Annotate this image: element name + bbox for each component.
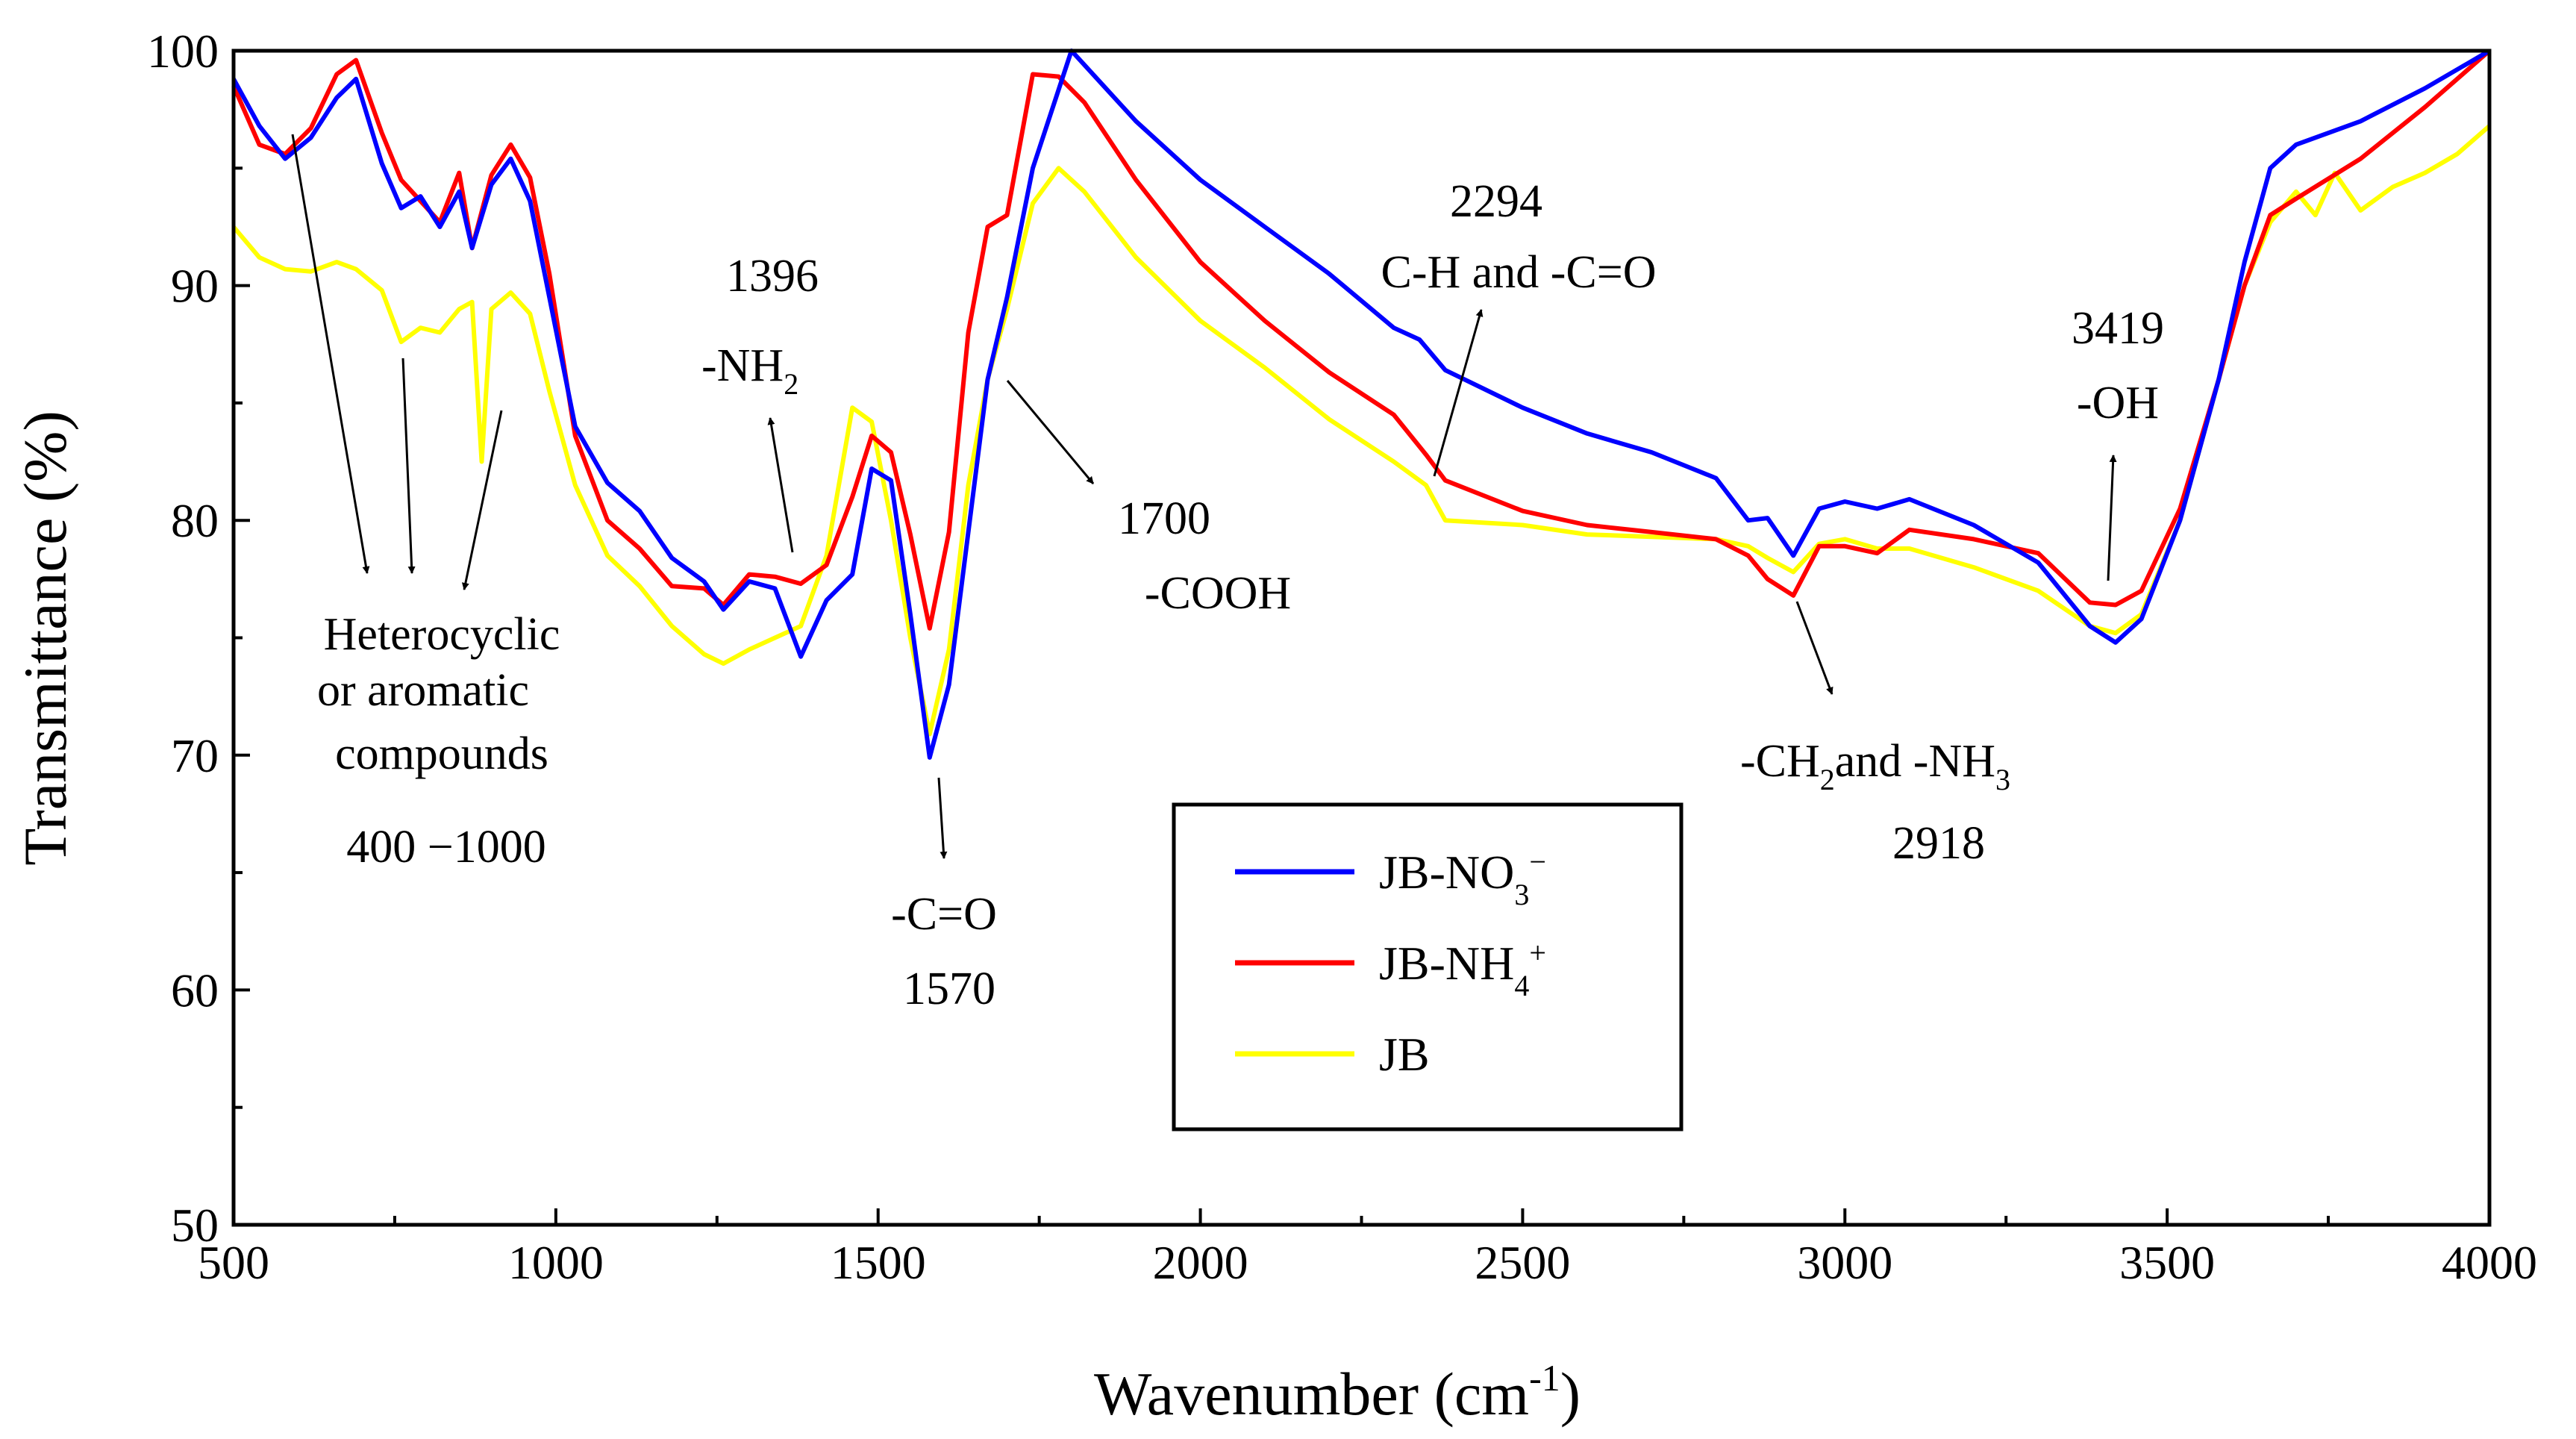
svg-text:1700: 1700 — [1118, 493, 1210, 544]
x-tick-label: 500 — [198, 1236, 269, 1289]
legend: JB-NO3− JB-NH4+ JB — [1172, 802, 1684, 1131]
y-tick-label: 50 — [171, 1199, 219, 1252]
svg-text:Heterocyclic: Heterocyclic — [324, 609, 560, 660]
x-tick-label: 3000 — [1797, 1236, 1892, 1289]
annotation-arrows — [291, 134, 2117, 859]
arrow-1700 — [1006, 380, 1095, 484]
svg-text:-CH2and -NH3: -CH2and -NH3 — [1740, 736, 2010, 796]
x-tick-label: 3500 — [2119, 1236, 2215, 1289]
y-tick-label: 100 — [147, 25, 219, 78]
y-axis-title: Transmittance (%) — [11, 411, 79, 866]
x-tick-label: 4000 — [2442, 1236, 2537, 1289]
legend-label: JB-NH4+ — [1379, 936, 1546, 1002]
series-line-jb-no3- — [231, 49, 2491, 760]
legend-label: JB-NO3− — [1379, 845, 1546, 911]
svg-text:2918: 2918 — [1892, 818, 1985, 869]
x-tick-label: 2000 — [1153, 1236, 1248, 1289]
legend-label: JB — [1379, 1028, 1430, 1081]
arrow-1570 — [937, 777, 948, 859]
svg-text:-C=O: -C=O — [891, 889, 997, 940]
annotation-1570: -C=O 1570 — [891, 889, 997, 1014]
annotation-range: 400 −1000 — [346, 822, 545, 873]
svg-text:compounds: compounds — [335, 728, 548, 779]
y-tick-label: 60 — [171, 964, 219, 1017]
series-layer — [231, 49, 2491, 760]
y-tick-label: 90 — [171, 260, 219, 313]
arrow-2918 — [1795, 601, 1833, 695]
svg-text:1570: 1570 — [903, 964, 995, 1014]
svg-text:1396: 1396 — [726, 251, 819, 302]
annotation-3419: 3419 -OH — [2072, 303, 2164, 428]
svg-text:C-H and -C=O: C-H and -C=O — [1381, 247, 1656, 298]
arrow-400 — [291, 134, 370, 574]
svg-text:or aromatic: or aromatic — [317, 665, 529, 716]
svg-text:-NH2: -NH2 — [701, 340, 798, 401]
svg-text:3419: 3419 — [2072, 303, 2164, 354]
arrow-760 — [401, 358, 416, 574]
y-tick-label: 70 — [171, 729, 219, 782]
arrow-885 — [461, 410, 503, 590]
annotation-2294: 2294 C-H and -C=O — [1381, 176, 1656, 298]
arrow-3419 — [2107, 455, 2117, 581]
x-tick-label: 1000 — [508, 1236, 604, 1289]
x-tick-label: 1500 — [831, 1236, 926, 1289]
tick-layer: 500 1000 1500 2000 2500 3000 3500 4000 50 60 70 80 9… — [147, 25, 2537, 1289]
y-tick-label: 80 — [171, 494, 219, 547]
svg-text:-COOH: -COOH — [1145, 568, 1291, 619]
svg-text:2294: 2294 — [1450, 176, 1542, 227]
svg-text:-OH: -OH — [2077, 378, 2159, 428]
arrow-2294 — [1433, 309, 1484, 477]
annotation-2918: -CH2and -NH3 2918 — [1740, 736, 2010, 869]
x-tick-label: 2500 — [1475, 1236, 1570, 1289]
annotation-heterocyclic: Heterocyclic or aromatic compounds 400 −… — [317, 609, 560, 873]
legend-box — [1172, 802, 1684, 1131]
annotation-1396: 1396 -NH2 — [701, 251, 819, 401]
arrow-1396 — [767, 417, 794, 553]
x-axis-title: Wavenumber (cm-1) — [1094, 1357, 1581, 1428]
series-line-jb — [231, 124, 2491, 737]
annotation-1700: 1700 -COOH — [1118, 493, 1291, 619]
